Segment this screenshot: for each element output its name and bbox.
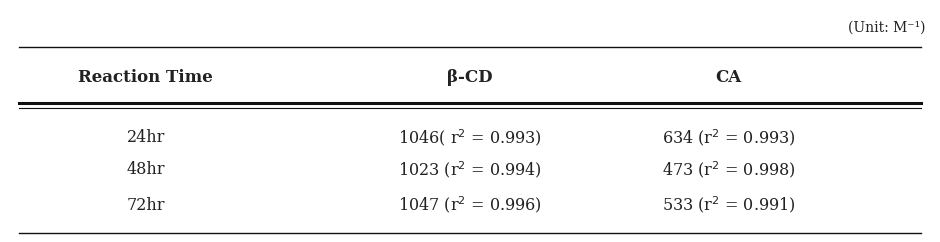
Text: 1023 (r$^{2}$ = 0.994): 1023 (r$^{2}$ = 0.994) <box>399 159 541 181</box>
Text: 1047 (r$^{2}$ = 0.996): 1047 (r$^{2}$ = 0.996) <box>399 195 541 215</box>
Text: Reaction Time: Reaction Time <box>78 69 213 86</box>
Text: 533 (r$^{2}$ = 0.991): 533 (r$^{2}$ = 0.991) <box>662 195 795 215</box>
Text: 1046( r$^{2}$ = 0.993): 1046( r$^{2}$ = 0.993) <box>399 128 541 149</box>
Text: 24hr: 24hr <box>127 129 164 146</box>
Text: 473 (r$^{2}$ = 0.998): 473 (r$^{2}$ = 0.998) <box>662 159 795 181</box>
Text: (Unit: M⁻¹): (Unit: M⁻¹) <box>849 21 926 35</box>
Text: 72hr: 72hr <box>127 197 164 213</box>
Text: 634 (r$^{2}$ = 0.993): 634 (r$^{2}$ = 0.993) <box>662 128 795 149</box>
Text: β-CD: β-CD <box>447 69 493 86</box>
Text: CA: CA <box>715 69 742 86</box>
Text: 48hr: 48hr <box>127 161 164 179</box>
